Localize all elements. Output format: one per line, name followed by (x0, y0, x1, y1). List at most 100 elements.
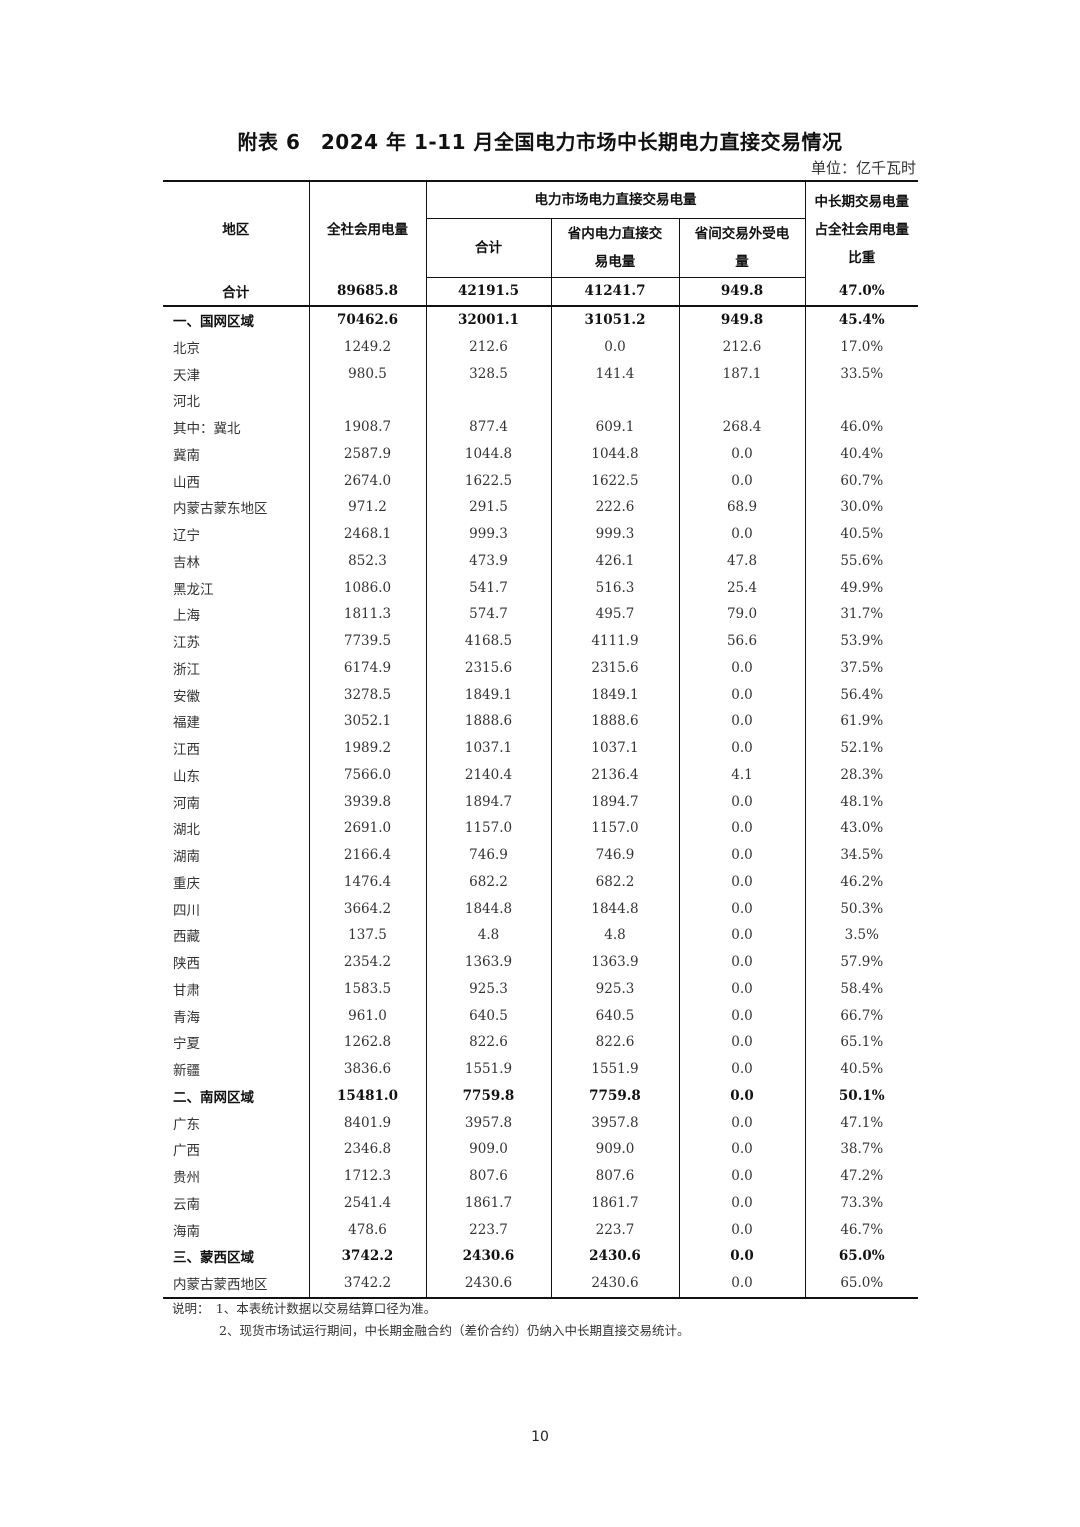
value-cell: 1551.9 (425, 1055, 552, 1083)
value-cell: 56.6 (678, 627, 806, 655)
direct-trade-table: 地区 全社会用电量 电力市场电力直接交易电量 中长期交易电量占全社会用电量比重 … (163, 180, 919, 1299)
cell: 41241.7 (550, 277, 680, 307)
header-intra-province: 省内电力直接交易电量 (550, 218, 680, 278)
value-cell: 2430.6 (425, 1269, 552, 1299)
value-cell: 473.9 (425, 547, 552, 575)
table-row: 海南 478.6 223.7 223.7 0.0 46.7% (163, 1216, 919, 1243)
value-cell: 141.4 (550, 360, 680, 387)
value-cell: 2315.6 (550, 654, 680, 682)
region-name-cell: 山西 (163, 467, 310, 494)
table-row: 福建 3052.1 1888.6 1888.6 0.0 61.9% (163, 708, 919, 735)
table-row: 冀南 2587.9 1044.8 1044.8 0.0 40.4% (163, 440, 919, 468)
value-cell: 4.8 (425, 922, 552, 949)
value-cell: 7739.5 (308, 627, 427, 655)
table-row: 甘肃 1583.5 925.3 925.3 0.0 58.4% (163, 975, 919, 1003)
value-cell: 48.1% (804, 788, 919, 815)
value-cell: 1849.1 (550, 681, 680, 708)
value-cell: 1037.1 (425, 734, 552, 762)
region-name-cell: 天津 (163, 360, 310, 387)
value-cell: 807.6 (550, 1162, 680, 1190)
table-row: 内蒙古蒙西地区 3742.2 2430.6 2430.6 0.0 65.0% (163, 1269, 919, 1299)
value-cell: 40.5% (804, 1055, 919, 1083)
value-cell: 0.0 (678, 868, 806, 896)
value-cell: 0.0 (678, 734, 806, 762)
value-cell: 0.0 (678, 681, 806, 708)
value-cell: 2430.6 (550, 1269, 680, 1299)
value-cell: 1583.5 (308, 975, 427, 1003)
region-subtotal-row: 三、蒙西区域 3742.2 2430.6 2430.6 0.0 65.0% (163, 1243, 919, 1270)
value-cell: 30.0% (804, 494, 919, 521)
region-name-cell: 云南 (163, 1189, 310, 1217)
value-cell: 2430.6 (425, 1243, 552, 1270)
value-cell: 822.6 (550, 1029, 680, 1056)
value-cell: 3957.8 (550, 1109, 680, 1136)
value-cell: 3957.8 (425, 1109, 552, 1136)
value-cell: 1363.9 (550, 948, 680, 976)
region-name-cell: 贵州 (163, 1162, 310, 1190)
value-cell: 4.1 (678, 761, 806, 789)
region-name-cell: 北京 (163, 333, 310, 361)
value-cell: 17.0% (804, 333, 919, 361)
page-number: 10 (531, 1429, 549, 1445)
value-cell: 1157.0 (550, 815, 680, 842)
region-name-cell: 甘肃 (163, 975, 310, 1003)
table-row: 江苏 7739.5 4168.5 4111.9 56.6 53.9% (163, 627, 919, 655)
header-region: 地区 (163, 180, 310, 278)
value-cell: 50.1% (804, 1082, 919, 1110)
region-name-cell: 黑龙江 (163, 574, 310, 601)
value-cell: 478.6 (308, 1216, 427, 1243)
value-cell: 0.0 (678, 520, 806, 548)
value-cell: 2691.0 (308, 815, 427, 842)
value-cell: 68.9 (678, 494, 806, 521)
value-cell: 3742.2 (308, 1243, 427, 1270)
value-cell: 1249.2 (308, 333, 427, 361)
region-name-cell: 广西 (163, 1136, 310, 1163)
region-name-cell: 其中：冀北 (163, 413, 310, 441)
value-cell: 1844.8 (425, 895, 552, 922)
region-name-cell: 河北 (163, 387, 310, 414)
value-cell: 61.9% (804, 708, 919, 735)
region-name-cell: 湖南 (163, 841, 310, 869)
region-name-cell: 辽宁 (163, 520, 310, 548)
value-cell: 1262.8 (308, 1029, 427, 1056)
region-name-cell: 一、国网区域 (163, 305, 310, 334)
value-cell (678, 387, 806, 414)
region-subtotal-row: 一、国网区域 70462.6 32001.1 31051.2 949.8 45.4% (163, 305, 919, 334)
table-row: 西藏 137.5 4.8 4.8 0.0 3.5% (163, 922, 919, 949)
value-cell: 212.6 (678, 333, 806, 361)
region-name-cell: 安徽 (163, 681, 310, 708)
region-name-cell: 山东 (163, 761, 310, 789)
header-total-consumption: 全社会用电量 (308, 180, 427, 278)
value-cell: 0.0 (678, 1269, 806, 1299)
value-cell: 52.1% (804, 734, 919, 762)
value-cell: 291.5 (425, 494, 552, 521)
value-cell: 807.6 (425, 1162, 552, 1190)
note-2: 2、现货市场试运行期间，中长期金融合约（差价合约）仍纳入中长期直接交易统计。 (219, 1323, 690, 1338)
header-subtotal: 合计 (426, 218, 552, 278)
value-cell: 0.0 (678, 1189, 806, 1217)
value-cell: 1888.6 (425, 708, 552, 735)
value-cell: 640.5 (550, 1002, 680, 1029)
value-cell: 609.1 (550, 413, 680, 441)
value-cell: 3052.1 (308, 708, 427, 735)
value-cell: 31051.2 (550, 305, 680, 334)
region-name-cell: 广东 (163, 1109, 310, 1136)
value-cell: 187.1 (678, 360, 806, 387)
region-name-cell: 福建 (163, 708, 310, 735)
value-cell: 682.2 (425, 868, 552, 896)
region-name-cell: 二、南网区域 (163, 1082, 310, 1110)
table-row: 河北 (163, 387, 919, 414)
value-cell: 574.7 (425, 601, 552, 628)
table-row: 内蒙古蒙东地区 971.2 291.5 222.6 68.9 30.0% (163, 494, 919, 521)
region-name-cell: 湖北 (163, 815, 310, 842)
value-cell: 7759.8 (425, 1082, 552, 1110)
region-subtotal-row: 二、南网区域 15481.0 7759.8 7759.8 0.0 50.1% (163, 1082, 919, 1110)
value-cell: 38.7% (804, 1136, 919, 1163)
value-cell: 15481.0 (308, 1082, 427, 1110)
table-row: 浙江 6174.9 2315.6 2315.6 0.0 37.5% (163, 654, 919, 682)
value-cell: 33.5% (804, 360, 919, 387)
value-cell: 1363.9 (425, 948, 552, 976)
value-cell (308, 387, 427, 414)
value-cell: 32001.1 (425, 305, 552, 334)
value-cell: 2587.9 (308, 440, 427, 468)
